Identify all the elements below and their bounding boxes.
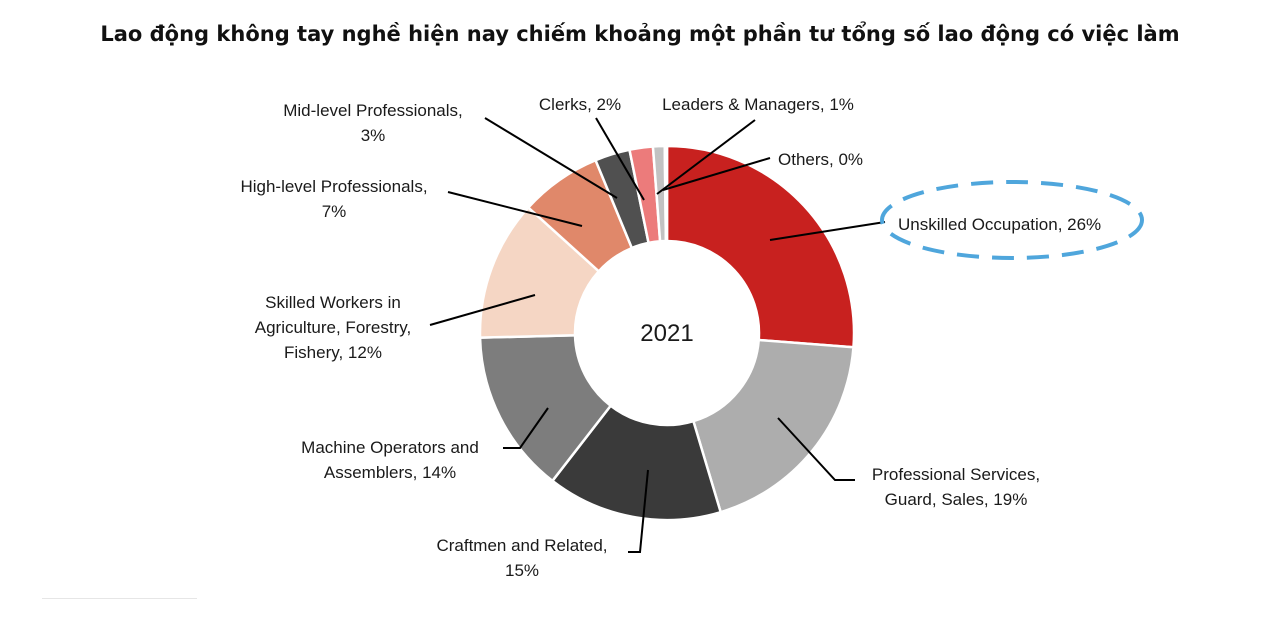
- slice-label-line: Mid-level Professionals,: [283, 101, 463, 120]
- slice-label-others: Others, 0%: [778, 150, 863, 169]
- slice-label-line: 7%: [322, 202, 347, 221]
- slices-group: [478, 144, 856, 522]
- slice-label-line: Leaders & Managers, 1%: [662, 95, 854, 114]
- leader-line-professional-services-guard-sales: [777, 417, 855, 481]
- slice-label-line: Skilled Workers in: [265, 293, 401, 312]
- leader-line-skilled-workers-in-agriculture-forestry-fishery: [429, 294, 536, 326]
- leader-line-unskilled-occupation: [769, 221, 886, 241]
- leader-line-high-level-professionals: [447, 191, 583, 227]
- chart-title: Lao động không tay nghề hiện nay chiếm k…: [100, 22, 1180, 46]
- leader-line-others: [662, 157, 771, 191]
- slice-label-leaders-managers: Leaders & Managers, 1%: [662, 95, 854, 114]
- slice-label-line: Agriculture, Forestry,: [255, 318, 412, 337]
- slice-unskilled-occupation: [665, 144, 856, 349]
- slice-label-high-level-professionals: High-level Professionals, 7%: [240, 177, 427, 221]
- leader-lines-group: [429, 117, 886, 553]
- leader-line-mid-level-professionals: [484, 117, 618, 199]
- slice-label-line: Assemblers, 14%: [324, 463, 456, 482]
- slice-label-line: Guard, Sales, 19%: [885, 490, 1028, 509]
- center-year-label: 2021: [640, 320, 693, 347]
- slice-craftmen-and-related: [550, 403, 723, 522]
- slice-label-mid-level-professionals: Mid-level Professionals, 3%: [283, 101, 463, 145]
- slice-label-line: Others, 0%: [778, 150, 863, 169]
- highlight-ellipse: [880, 180, 1144, 260]
- slice-others: [663, 144, 669, 243]
- slice-label-unskilled-occupation: Unskilled Occupation, 26%: [898, 215, 1101, 234]
- leader-line-machine-operators-and-assemblers: [503, 407, 549, 449]
- slice-label-line: Professional Services,: [872, 465, 1040, 484]
- slice-label-clerks: Clerks, 2%: [539, 95, 621, 114]
- slice-label-line: 3%: [361, 126, 386, 145]
- slice-label-line: Fishery, 12%: [284, 343, 382, 362]
- labels-group: Unskilled Occupation, 26% Professional Se…: [240, 95, 1101, 580]
- slice-label-craftmen-and-related: Craftmen and Related, 15%: [436, 536, 607, 580]
- slice-label-line: High-level Professionals,: [240, 177, 427, 196]
- slice-label-professional-services-guard-sales: Professional Services, Guard, Sales, 19%: [872, 465, 1040, 509]
- slice-label-machine-operators-and-assemblers: Machine Operators and Assemblers, 14%: [301, 438, 479, 482]
- slice-label-line: Unskilled Occupation, 26%: [898, 215, 1101, 234]
- slice-professional-services-guard-sales: [691, 338, 855, 514]
- slice-label-line: 15%: [505, 561, 539, 580]
- leader-line-leaders-managers: [656, 119, 756, 195]
- slice-label-line: Clerks, 2%: [539, 95, 621, 114]
- leader-line-clerks: [595, 117, 645, 201]
- slice-label-skilled-workers-in-agriculture-forestry-fishery: Skilled Workers in Agriculture, Forestry,…: [255, 293, 412, 362]
- highlight-group: [880, 180, 1144, 260]
- leader-line-craftmen-and-related: [628, 469, 649, 553]
- footer-divider: [42, 598, 197, 599]
- slice-label-line: Craftmen and Related,: [436, 536, 607, 555]
- slice-label-line: Machine Operators and: [301, 438, 479, 457]
